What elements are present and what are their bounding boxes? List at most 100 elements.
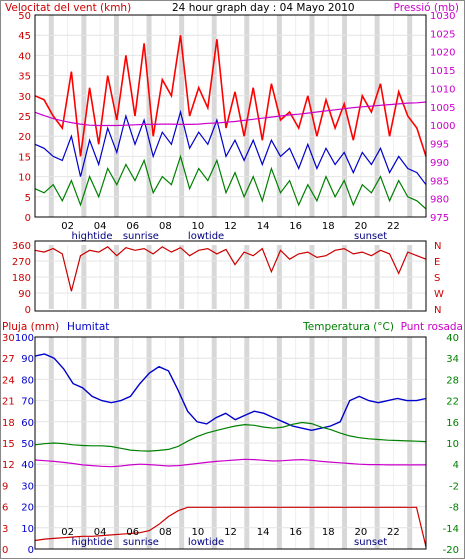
pressure-tick-label: 975	[430, 213, 449, 224]
rain-tick-label: 30	[2, 333, 15, 344]
direction-panel-series	[34, 246, 427, 292]
compass-tick-label: E	[434, 257, 440, 268]
rain-tick-label: 21	[2, 397, 15, 408]
temperature-tick-label: -2	[449, 481, 459, 492]
hour-tick-label: 02	[61, 527, 74, 538]
rain-tick-label: 24	[2, 375, 15, 386]
min-line	[34, 154, 427, 210]
hour-tick-label: 18	[322, 221, 335, 232]
humidity-panel-hour-ticks: 02 04 06 08 10 12 14 16 18 20 22	[61, 527, 400, 538]
pressure-tick-label: 995	[430, 140, 449, 151]
direction-tick-label: 270	[12, 257, 31, 268]
pressure-tick-label: 1025	[430, 29, 455, 40]
rain-ticks: 0 3 6 9 12 15 18 21 24 27 30	[2, 333, 15, 556]
compass-tick-label: W	[434, 289, 444, 300]
rain-tick-label: 12	[2, 460, 15, 471]
tide-sun-annotation: sunset	[354, 537, 387, 548]
temperature-tick-label: 10	[446, 439, 459, 450]
wind-panel-frame	[34, 14, 427, 218]
humidity-tick-label: 30	[21, 481, 34, 492]
temperature-tick-label: 28	[446, 375, 459, 386]
hour-tick-label: 06	[126, 221, 139, 232]
rain-tick-label: 3	[2, 524, 8, 535]
pressure-tick-label: 985	[430, 176, 449, 187]
wind-speed-tick-label: 45	[18, 31, 31, 42]
humidity-panel-annotations: hightide sunrise lowtide sunset	[72, 537, 388, 548]
hour-tick-label: 02	[61, 221, 74, 232]
humidity-line	[34, 353, 427, 432]
temperature-tick-label: 4	[453, 460, 459, 471]
pressure-line	[34, 101, 427, 127]
tide-sun-annotation: sunrise	[123, 231, 159, 242]
humidity-axis-title: Humitat	[67, 321, 109, 333]
rain-tick-label: 9	[2, 481, 8, 492]
pressure-tick-label: 1000	[430, 121, 455, 132]
wind-speed-tick-label: 40	[18, 51, 31, 62]
pressure-tick-label: 1005	[430, 103, 455, 114]
wind-speed-tick-label: 50	[18, 11, 31, 22]
wind-speed-tick-label: 10	[18, 173, 31, 184]
wind-speed-tick-label: 30	[18, 92, 31, 103]
direction-tick-label: 180	[12, 273, 31, 284]
humidity-tick-label: 40	[21, 460, 34, 471]
pressure-tick-label: 1020	[430, 48, 455, 59]
hour-tick-label: 12	[224, 221, 237, 232]
hour-tick-label: 14	[257, 527, 270, 538]
humidity-tick-label: 0	[28, 545, 34, 556]
wind-speed-tick-label: 0	[25, 213, 31, 224]
wind-speed-tick-label: 35	[18, 72, 31, 83]
temperature-tick-label: 34	[446, 354, 459, 365]
pressure-axis-title: Pressió (mb)	[394, 2, 459, 14]
humidity-tick-label: 60	[21, 418, 34, 429]
rain-tick-label: 0	[2, 545, 8, 556]
compass-tick-label: S	[434, 273, 440, 284]
wind-panel-annotations: hightide sunrise lowtide sunset	[72, 231, 388, 242]
hour-tick-label: 20	[354, 527, 367, 538]
hour-tick-label: 04	[94, 527, 107, 538]
hour-tick-label: 22	[387, 221, 400, 232]
compass-tick-label: N	[434, 305, 441, 316]
avg-line	[34, 109, 427, 186]
wind-direction-line	[34, 246, 427, 292]
temperature-tick-label: -8	[449, 503, 459, 514]
temperature-line	[34, 421, 427, 452]
temperature-ticks: -20 -14 -8 -2 4 10 16 22 28 34 40	[443, 333, 459, 556]
direction-degree-ticks: 0 90 180 270 360	[12, 241, 31, 316]
direction-tick-label: 360	[12, 241, 31, 252]
compass-tick-label: N	[434, 241, 441, 252]
tide-sun-annotation: sunrise	[123, 537, 159, 548]
tide-sun-annotation: hightide	[72, 231, 113, 242]
humidity-panel-grid	[35, 337, 426, 549]
temperature-tick-label: 16	[446, 418, 459, 429]
wind-speed-tick-label: 5	[25, 193, 31, 204]
humidity-tick-label: 100	[15, 333, 34, 344]
rain-tick-label: 18	[2, 418, 15, 429]
wind-panel-series	[34, 35, 427, 210]
hour-tick-label: 14	[257, 221, 270, 232]
tide-sun-annotation: lowtide	[188, 231, 224, 242]
rain-tick-label: 6	[2, 503, 8, 514]
hour-tick-label: 16	[289, 221, 302, 232]
wind-panel-hour-ticks: 02 04 06 08 10 12 14 16 18 20 22	[61, 221, 400, 232]
hour-tick-label: 08	[159, 527, 172, 538]
rain-tick-label: 27	[2, 354, 15, 365]
hour-tick-label: 10	[192, 221, 205, 232]
direction-tick-label: 0	[25, 305, 31, 316]
graph-title: 24 hour graph day : 04 Mayo 2010	[172, 2, 355, 14]
wind-speed-ticks: 0 5 10 15 20 25 30 35 40 45 50	[18, 11, 31, 224]
pressure-tick-label: 980	[430, 195, 449, 206]
gust-line	[34, 35, 427, 157]
hour-tick-label: 06	[126, 527, 139, 538]
hour-tick-label: 18	[322, 527, 335, 538]
tide-sun-annotation: sunset	[354, 231, 387, 242]
hour-tick-label: 20	[354, 221, 367, 232]
wind-speed-tick-label: 15	[18, 152, 31, 163]
humidity-panel-frame	[34, 336, 427, 550]
humidity-ticks: 0 10 20 30 40 50 60 70 80 90 100	[15, 333, 34, 556]
pressure-tick-label: 1010	[430, 84, 455, 95]
humidity-tick-label: 50	[21, 439, 34, 450]
temperature-tick-label: 22	[446, 397, 459, 408]
tide-sun-annotation: lowtide	[188, 537, 224, 548]
